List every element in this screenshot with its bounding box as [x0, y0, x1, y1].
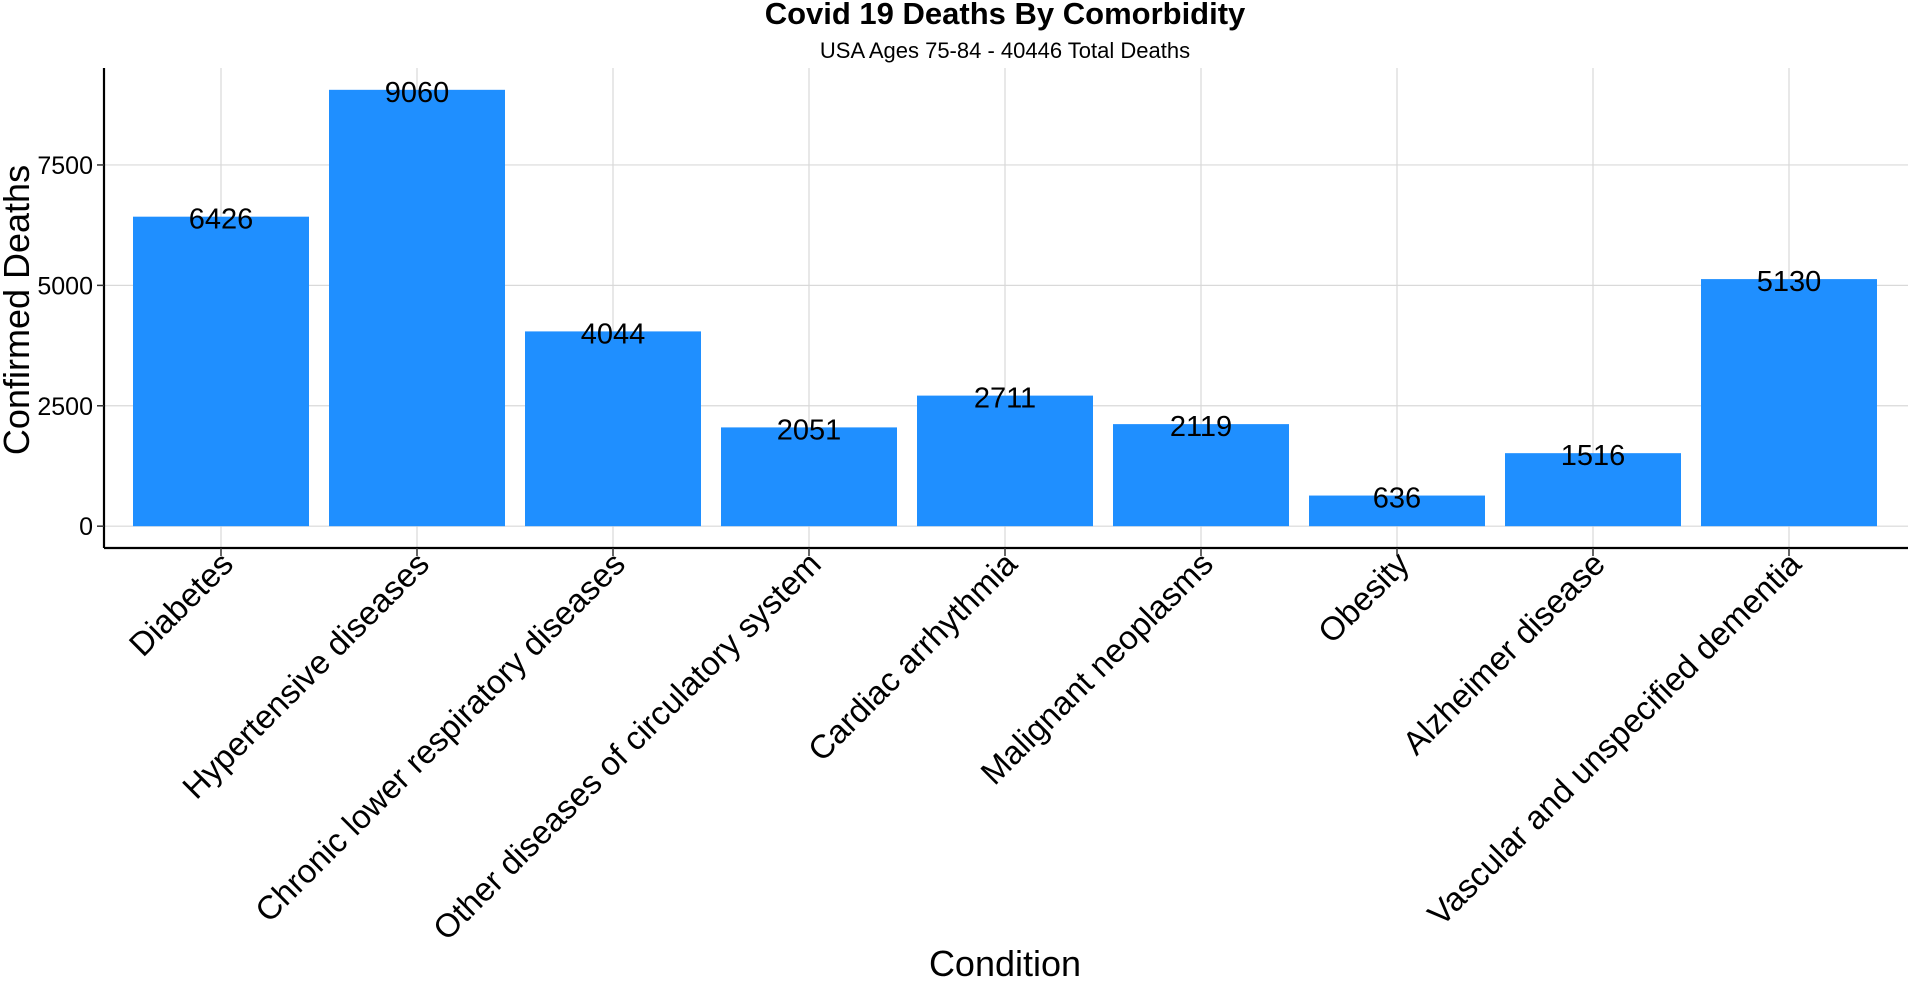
bar	[525, 331, 701, 527]
chart-subtitle: USA Ages 75-84 - 40446 Total Deaths	[820, 38, 1190, 63]
x-tick-label: Obesity	[1311, 544, 1417, 650]
y-tick-label: 2500	[37, 393, 93, 421]
bar	[1309, 495, 1485, 527]
bar	[1701, 279, 1877, 527]
bar	[329, 89, 505, 527]
bar-value-label: 2711	[974, 383, 1036, 415]
bar	[1113, 424, 1289, 527]
x-axis-title: Condition	[929, 943, 1081, 984]
bar-value-label: 1516	[1561, 440, 1626, 472]
bars	[133, 89, 1877, 527]
bar-value-label: 4044	[581, 318, 646, 350]
bar	[721, 427, 897, 527]
x-tick-label: Alzheimer disease	[1395, 545, 1612, 762]
y-axis-title: Confirmed Deaths	[0, 165, 37, 455]
x-tick-label: Other diseases of circulatory system	[426, 545, 828, 947]
y-ticks: 0 2500 5000 7500	[37, 152, 104, 541]
x-tick-label: Diabetes	[122, 545, 240, 663]
x-tick-label: Cardiac arrhythmia	[801, 544, 1025, 768]
bar-value-label: 2119	[1170, 411, 1232, 443]
y-tick-label: 5000	[37, 272, 93, 300]
bar	[917, 395, 1093, 527]
x-tick-label: Vascular and unspecified dementia	[1420, 544, 1808, 932]
bar-value-label: 6426	[189, 204, 254, 236]
chart-title: Covid 19 Deaths By Comorbidity	[765, 0, 1246, 31]
bar-value-label: 2051	[777, 414, 842, 446]
bar-value-label: 9060	[385, 77, 450, 109]
bar-value-label: 5130	[1757, 266, 1822, 298]
bar	[133, 216, 309, 527]
bar	[1505, 453, 1681, 527]
bar-value-label: 636	[1373, 483, 1421, 515]
y-tick-label: 0	[79, 513, 93, 541]
data-labels: 6426 9060 4044 2051 2711 2119 636 1516 5130	[189, 77, 1822, 515]
x-tick-label: Chronic lower respiratory diseases	[248, 545, 632, 929]
y-tick-label: 7500	[37, 152, 93, 180]
